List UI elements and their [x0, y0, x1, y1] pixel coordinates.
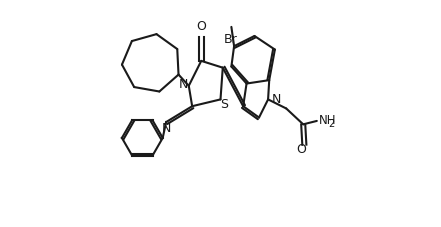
Text: N: N	[162, 121, 171, 134]
Text: N: N	[179, 78, 188, 91]
Text: Br: Br	[224, 33, 237, 46]
Text: S: S	[220, 98, 228, 111]
Text: NH: NH	[319, 114, 336, 127]
Text: O: O	[196, 20, 206, 33]
Text: N: N	[272, 92, 281, 105]
Text: O: O	[296, 143, 306, 156]
Text: 2: 2	[329, 118, 335, 128]
